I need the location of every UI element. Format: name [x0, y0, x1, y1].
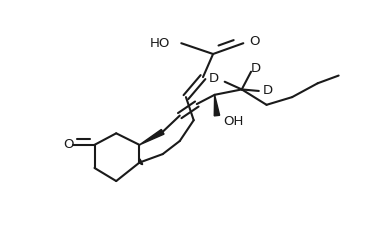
- Text: HO: HO: [150, 37, 170, 50]
- Text: OH: OH: [223, 114, 243, 127]
- Text: D: D: [251, 62, 261, 75]
- Polygon shape: [139, 130, 164, 145]
- Polygon shape: [214, 96, 220, 116]
- Text: O: O: [63, 137, 74, 150]
- Text: D: D: [209, 71, 219, 84]
- Text: O: O: [250, 35, 260, 47]
- Text: D: D: [262, 84, 272, 97]
